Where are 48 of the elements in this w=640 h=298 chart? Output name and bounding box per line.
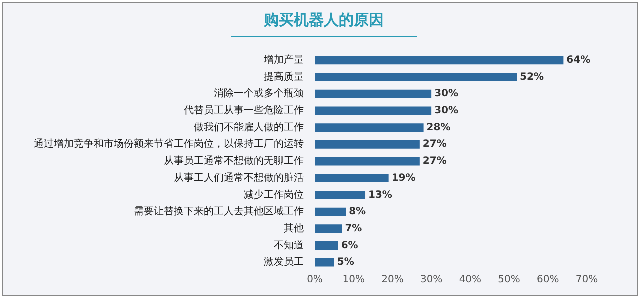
data-label: 5% [337, 257, 354, 268]
y-tick-label: 激发员工 [264, 256, 304, 268]
y-tick-label: 做我们不能雇人做的工作 [194, 121, 304, 134]
bar [315, 90, 432, 98]
bar [315, 106, 432, 116]
bar [315, 56, 564, 65]
bar [315, 258, 334, 267]
data-label: 19% [392, 172, 416, 184]
data-label: 30% [434, 106, 459, 117]
data-label: 64% [566, 55, 591, 66]
x-tick-label: 60% [537, 274, 560, 286]
x-tick-label: 10% [342, 274, 365, 286]
y-tick-label: 其他 [284, 222, 304, 234]
y-tick-label: 通过增加竞争和市场份额来节省工作岗位，以保持工厂的运转 [34, 138, 304, 150]
x-tick-label: 30% [420, 274, 443, 286]
y-tick-label: 需要让替换下来的工人去其他区域工作 [134, 206, 304, 218]
bar [315, 224, 342, 234]
bar [315, 73, 518, 82]
x-tick-label: 40% [459, 274, 482, 286]
bar [315, 208, 346, 216]
x-tick-label: 0% [307, 274, 323, 286]
data-label: 52% [520, 72, 544, 83]
bar [315, 190, 366, 200]
x-tick-label: 70% [576, 274, 598, 286]
y-tick-label: 不知道 [274, 239, 304, 252]
y-tick-label: 提高质量 [264, 70, 304, 83]
data-label: 28% [426, 122, 451, 134]
data-label: 8% [349, 206, 366, 218]
data-label: 27% [422, 139, 447, 150]
data-label: 27% [422, 156, 447, 168]
bar [315, 174, 389, 183]
x-tick-label: 20% [382, 274, 404, 286]
bar [315, 242, 338, 250]
data-label: 7% [345, 223, 362, 234]
bar [315, 124, 424, 132]
data-label: 6% [341, 240, 358, 252]
y-tick-label: 从事工人们通常不想做的脏活 [174, 172, 304, 184]
chart-title: 购买机器人的原因 [231, 11, 417, 37]
bar [315, 157, 420, 166]
y-tick-label: 减少工作岗位 [244, 188, 304, 201]
y-tick-label: 代替员工从事一些危险工作 [183, 104, 304, 117]
x-tick-label: 50% [498, 274, 520, 286]
y-tick-label: 消除一个或多个瓶颈 [214, 88, 304, 100]
y-tick-label: 从事员工通常不想做的无聊工作 [164, 155, 304, 168]
y-tick-label: 增加产量 [263, 54, 304, 66]
data-label: 13% [368, 190, 392, 201]
data-label: 30% [434, 88, 459, 100]
bar [315, 140, 420, 149]
